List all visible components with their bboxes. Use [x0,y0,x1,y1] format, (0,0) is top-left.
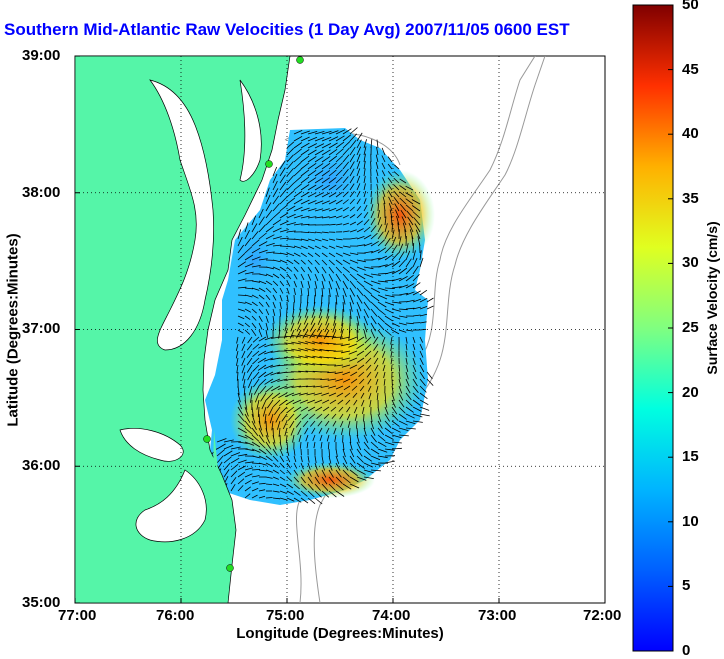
colorbar-tick-label: 20 [682,383,699,401]
colorbar-tick-label: 50 [682,0,699,13]
x-tick-label: 73:00 [478,607,517,624]
colorbar-label: Surface Velocity (cm/s) [704,221,720,375]
colorbar-tick-label: 45 [682,60,699,78]
grid-lines [75,56,605,603]
colorbar [632,4,674,652]
y-tick-label: 39:00 [22,47,61,64]
colorbar-tick-label: 35 [682,189,699,207]
map-title: Southern Mid-Atlantic Raw Velocities (1 … [4,20,570,39]
x-tick-label: 72:00 [583,607,622,624]
x-tick-label: 77:00 [58,607,97,624]
x-axis-label: Longitude (Degrees:Minutes) [236,625,444,642]
barrier-islands [213,430,229,590]
y-axis-label: Latitude (Degrees:Minutes) [4,233,22,427]
y-tick-label: 38:00 [22,184,61,201]
y-tick-label: 36:00 [22,457,61,474]
inland-water [119,79,262,543]
colorbar-tick-label: 15 [682,448,699,466]
colorbar-tick-label: 10 [682,512,699,530]
colorbar-tick-label: 40 [682,125,699,143]
velocity-field [205,127,435,505]
colorbar-tick-label: 0 [682,642,691,659]
radar-stations [203,56,304,572]
x-tick-label: 74:00 [372,607,411,624]
x-tick-label: 76:00 [156,607,195,624]
y-tick-label: 35:00 [22,594,61,611]
colorbar-tick-label: 30 [682,254,699,272]
x-tick-label: 75:00 [266,607,305,624]
y-tick-label: 37:00 [22,320,61,337]
colorbar-tick-label: 5 [682,577,691,595]
colorbar-tick-label: 25 [682,319,699,336]
